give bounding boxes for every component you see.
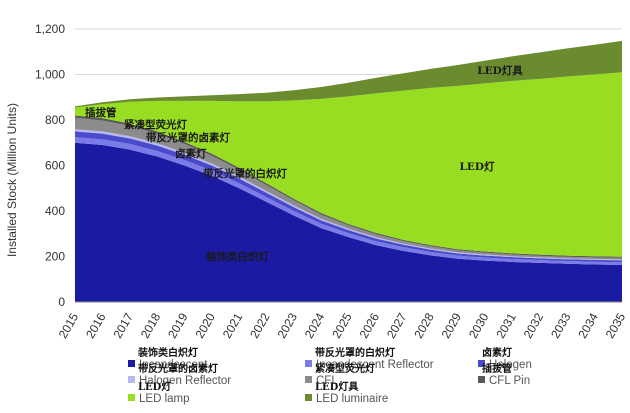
- y-tick-label: 400: [45, 204, 65, 218]
- legend-label: CFL: [316, 375, 338, 387]
- x-tick-label: 2024: [302, 310, 328, 340]
- x-tick-label: 2031: [493, 310, 519, 340]
- x-tick-label: 2029: [439, 310, 465, 340]
- x-tick-label: 2023: [275, 310, 301, 340]
- annotation-label: LED灯具: [477, 64, 523, 77]
- y-tick-label: 1,200: [35, 22, 65, 36]
- legend-swatch: [128, 360, 135, 367]
- legend-label-cn: 装饰类白炽灯: [137, 346, 198, 359]
- x-tick-label: 2021: [220, 310, 246, 340]
- y-tick-label: 800: [45, 113, 65, 127]
- annotation-label: 带反光罩的白炽灯: [203, 167, 287, 180]
- x-tick-label: 2022: [247, 310, 273, 340]
- x-tick-label: 2020: [193, 310, 219, 340]
- x-tick-label: 2028: [411, 310, 437, 340]
- legend-swatch: [128, 394, 135, 401]
- y-tick-label: 600: [45, 159, 65, 173]
- legend-swatch: [305, 394, 312, 401]
- annotation-label: 卤素灯: [175, 147, 207, 160]
- legend-label: Incandescent: [139, 359, 208, 371]
- legend-label-cn: LED灯: [138, 380, 171, 393]
- annotation-label: 带反光罩的卤素灯: [146, 131, 230, 144]
- x-tick-label: 2016: [83, 310, 109, 340]
- area-series-group: [75, 40, 622, 302]
- legend-label-cn: 插拔管: [482, 362, 512, 375]
- legend-label: Halogen Reflector: [139, 375, 231, 387]
- annotation-label: 紧凑型荧光灯: [124, 118, 187, 131]
- y-tick-label: 0: [58, 295, 65, 309]
- legend-label-cn: 卤素灯: [482, 346, 512, 359]
- legend-swatch: [478, 360, 485, 367]
- area-incandescent: [75, 142, 622, 302]
- legend-label: LED luminaire: [316, 393, 388, 405]
- legend-label-cn: 带反光罩的卤素灯: [138, 362, 218, 375]
- legend-label-cn: 带反光罩的白炽灯: [315, 346, 395, 359]
- legend-swatch: [305, 376, 312, 383]
- legend-swatch: [478, 376, 485, 383]
- x-tick-label: 2026: [357, 310, 383, 340]
- y-axis-label: Installed Stock (Million Units): [5, 103, 19, 257]
- area-cfl: [75, 117, 622, 260]
- legend-label: CFL Pin: [489, 375, 530, 387]
- annotation-labels: LED灯具 LED灯 插拔管紧凑型荧光灯带反光罩的卤素灯卤素灯带反光罩的白炽灯装饰类…: [85, 64, 523, 263]
- x-tick-label: 2032: [521, 310, 547, 340]
- legend-swatch: [128, 376, 135, 383]
- x-tick-label: 2035: [603, 310, 629, 340]
- x-tick-label: 2017: [110, 310, 136, 340]
- legend-swatch: [305, 360, 312, 367]
- annotation-label: 插拔管: [85, 106, 117, 119]
- legend-label: Incandescent Reflector: [316, 359, 434, 371]
- x-tick-label: 2034: [575, 310, 601, 340]
- annotation-label: LED灯: [460, 160, 495, 173]
- x-tick-label: 2015: [56, 310, 82, 340]
- legend-label-cn: LED灯具: [315, 380, 358, 393]
- x-tick-label: 2033: [548, 310, 574, 340]
- area-led-lamp: [75, 72, 622, 257]
- legend-label: LED lamp: [139, 393, 190, 405]
- area-led-luminaire: [75, 40, 622, 108]
- x-tick-label: 2018: [138, 310, 164, 340]
- x-tick-label: 2025: [329, 310, 355, 340]
- x-tick-label: 2027: [384, 310, 410, 340]
- x-tick-label: 2030: [466, 310, 492, 340]
- y-tick-label: 200: [45, 250, 65, 264]
- x-tick-label: 2019: [165, 310, 191, 340]
- legend-label: Halogen: [489, 359, 532, 371]
- annotation-label: 装饰类白炽灯: [205, 250, 269, 263]
- y-tick-label: 1,000: [35, 68, 65, 82]
- legend-label-cn: 紧凑型荧光灯: [315, 362, 375, 375]
